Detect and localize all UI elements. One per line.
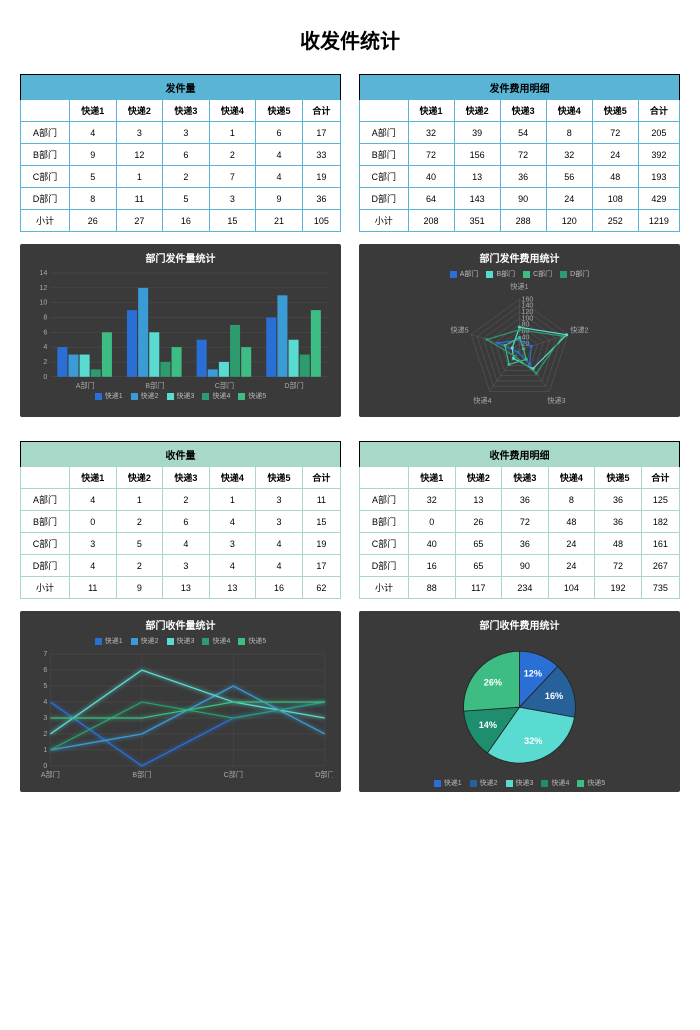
svg-text:16%: 16% — [545, 691, 563, 701]
svg-text:B部门: B部门 — [145, 381, 164, 390]
page-title: 收发件统计 — [0, 0, 700, 74]
table-row: D部门1665902472267 — [360, 555, 680, 577]
svg-text:12: 12 — [39, 284, 47, 292]
table-send-cost: 发件费用明细快递1快递2快递3快递4快递5合计A部门323954872205B部… — [359, 74, 680, 232]
svg-text:4: 4 — [43, 343, 47, 351]
table-row: D部门81153936 — [21, 188, 341, 210]
svg-text:6: 6 — [43, 666, 47, 674]
table-row: C部门3543419 — [21, 533, 341, 555]
svg-text:8: 8 — [43, 314, 47, 322]
svg-text:D部门: D部门 — [284, 381, 303, 390]
table-row: B部门91262433 — [21, 144, 341, 166]
svg-text:6: 6 — [43, 328, 47, 336]
table-row: A部门321336836125 — [360, 489, 680, 511]
svg-text:0: 0 — [43, 373, 47, 381]
table-row: B部门0264315 — [21, 511, 341, 533]
svg-text:C部门: C部门 — [224, 770, 243, 779]
table-recv-qty: 收件量快递1快递2快递3快递4快递5合计A部门4121311B部门0264315… — [20, 441, 341, 599]
svg-text:14%: 14% — [479, 720, 497, 730]
svg-text:26%: 26% — [484, 678, 502, 688]
svg-text:A部门: A部门 — [41, 770, 60, 779]
table-row: C部门4013365648193 — [360, 166, 680, 188]
svg-text:12%: 12% — [524, 669, 542, 679]
svg-text:1: 1 — [43, 746, 47, 754]
svg-text:快递1: 快递1 — [510, 282, 528, 291]
svg-text:C部门: C部门 — [215, 381, 234, 390]
data-table: 发件量快递1快递2快递3快递4快递5合计A部门4331617B部门9126243… — [20, 74, 341, 232]
table-row: A部门323954872205 — [360, 122, 680, 144]
svg-text:2: 2 — [43, 358, 47, 366]
svg-text:A部门: A部门 — [76, 381, 95, 390]
table-row: D部门4234417 — [21, 555, 341, 577]
svg-text:快递4: 快递4 — [473, 396, 491, 405]
table-row: 小计88117234104192735 — [360, 577, 680, 599]
svg-text:14: 14 — [39, 269, 47, 277]
table-row: B部门72156723224392 — [360, 144, 680, 166]
svg-text:3: 3 — [43, 714, 47, 722]
table-row: C部门4065362448161 — [360, 533, 680, 555]
chart-radar: 部门发件费用统计 A部门B部门C部门D部门 快递1快递2快递3快递4快递5204… — [359, 244, 680, 417]
svg-text:D部门: D部门 — [315, 770, 333, 779]
table-row: 小计2627161521105 — [21, 210, 341, 232]
svg-text:5: 5 — [43, 682, 47, 690]
svg-text:快递3: 快递3 — [547, 396, 565, 405]
table-row: B部门026724836182 — [360, 511, 680, 533]
table-row: D部门641439024108429 — [360, 188, 680, 210]
svg-text:0: 0 — [43, 762, 47, 770]
chart-bar: 部门发件量统计 02468101214A部门B部门C部门D部门 快递1快递2快递… — [20, 244, 341, 417]
svg-text:7: 7 — [43, 650, 47, 658]
svg-text:B部门: B部门 — [132, 770, 151, 779]
table-send-qty: 发件量快递1快递2快递3快递4快递5合计A部门4331617B部门9126243… — [20, 74, 341, 232]
svg-text:32%: 32% — [524, 736, 542, 746]
data-table: 收件量快递1快递2快递3快递4快递5合计A部门4121311B部门0264315… — [20, 441, 341, 599]
svg-text:快递2: 快递2 — [570, 326, 588, 335]
data-table: 收件费用明细快递1快递2快递3快递4快递5合计A部门321336836125B部… — [359, 441, 680, 599]
table-row: C部门5127419 — [21, 166, 341, 188]
data-table: 发件费用明细快递1快递2快递3快递4快递5合计A部门323954872205B部… — [359, 74, 680, 232]
svg-text:快递5: 快递5 — [450, 326, 468, 335]
svg-text:2: 2 — [43, 730, 47, 738]
svg-text:10: 10 — [39, 299, 47, 307]
table-recv-cost: 收件费用明细快递1快递2快递3快递4快递5合计A部门321336836125B部… — [359, 441, 680, 599]
chart-line: 部门收件量统计 快递1快递2快递3快递4快递5 01234567A部门B部门C部… — [20, 611, 341, 792]
table-row: 小计11913131662 — [21, 577, 341, 599]
table-row: A部门4121311 — [21, 489, 341, 511]
svg-text:160: 160 — [522, 295, 534, 303]
table-row: A部门4331617 — [21, 122, 341, 144]
chart-pie: 部门收件费用统计 12%16%32%14%26% 快递1快递2快递3快递4快递5 — [359, 611, 680, 792]
svg-text:4: 4 — [43, 698, 47, 706]
table-row: 小计2083512881202521219 — [360, 210, 680, 232]
